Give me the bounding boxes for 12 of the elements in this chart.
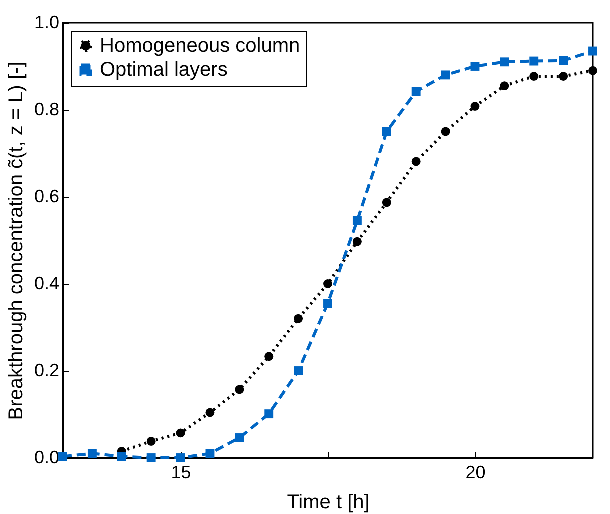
- y-axis-title: Breakthrough concentration c̃(t, z = L) [-]: [5, 62, 28, 420]
- x-axis-title: Time t [h]: [287, 492, 370, 514]
- legend-label: Optimal layers: [100, 59, 228, 81]
- text: 0.0: [34, 448, 60, 468]
- x-tick-label: 15: [171, 462, 192, 482]
- y-tick-label: 0.4: [34, 274, 60, 294]
- legend-label: Homogeneous column: [100, 35, 300, 57]
- y-tick-label: 0.2: [34, 360, 60, 380]
- y-tick-label: 0.8: [34, 100, 60, 120]
- y-tick-label: 0.6: [34, 186, 60, 206]
- x-tick-label: 20: [466, 462, 486, 482]
- text: 1.0: [34, 12, 60, 32]
